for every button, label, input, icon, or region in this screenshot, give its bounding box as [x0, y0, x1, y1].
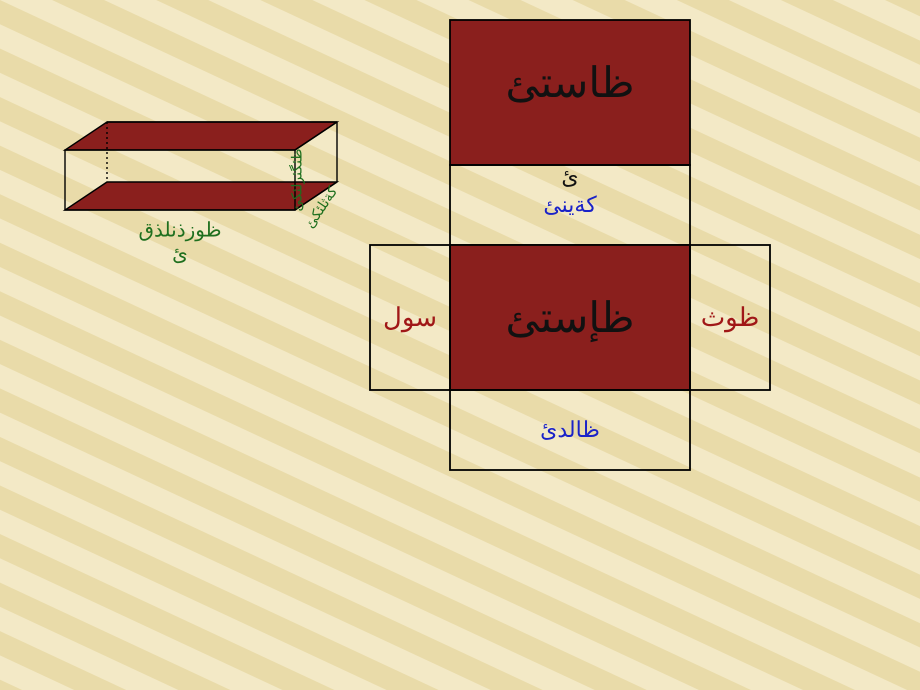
prism-label-length2: ئ — [172, 242, 188, 267]
net-label-back: كةينئ — [543, 192, 596, 218]
net-label-front: ظالدئ — [540, 417, 600, 443]
net-label-bottom: ظإستئ — [505, 293, 634, 343]
net-label-top: ظاستئ — [505, 58, 634, 108]
prism-label-height: ظئگئزلئكئ — [290, 149, 307, 212]
net-label-right: ظوث — [701, 303, 760, 333]
prism-label-length: ظوزذنلذق — [138, 218, 221, 243]
net-label-left: سول — [383, 303, 437, 333]
net-label-top-sub: ئ — [561, 164, 578, 190]
